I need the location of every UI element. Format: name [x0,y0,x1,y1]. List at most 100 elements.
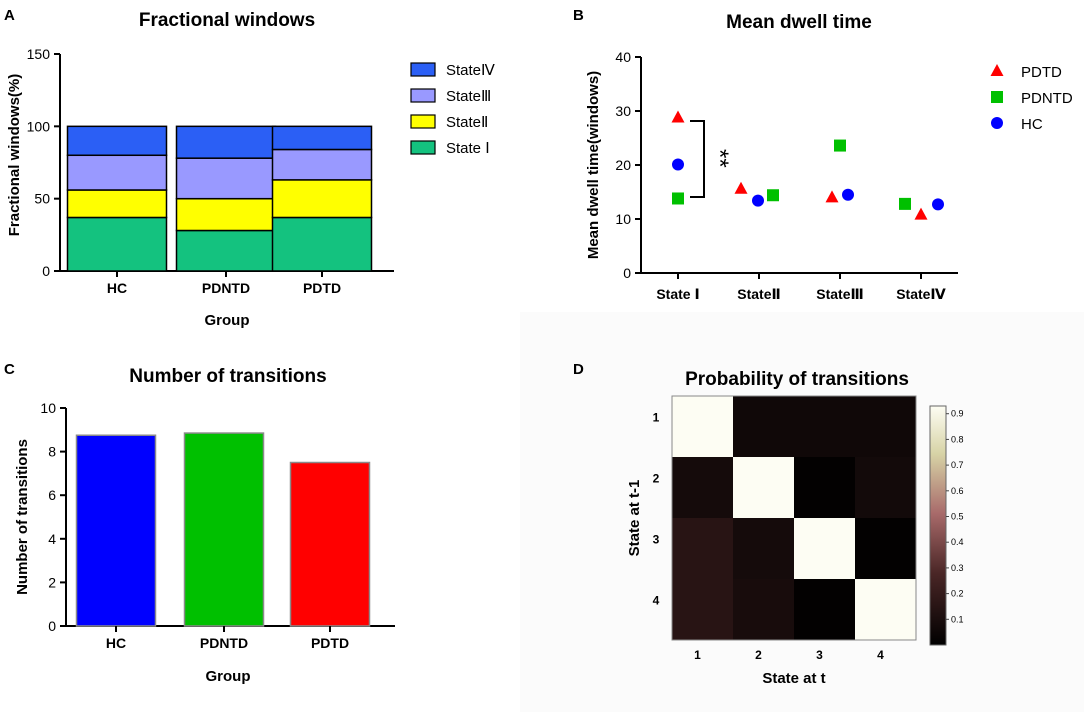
chart-c-ylabel: Number of transitions [14,439,31,595]
panel-letter-c: C [4,361,15,378]
y-tick-label: 3 [653,533,660,547]
data-point [672,158,684,171]
panel-letter-d: D [573,361,584,378]
legend-marker [991,91,1003,103]
y-tick-label: 4 [48,531,56,547]
data-point [834,139,846,152]
heatmap-cell [794,457,856,519]
chart-b-ylabel: Mean dwell time(windows) [585,71,602,259]
chart-a-title: Fractional windows [139,10,315,31]
significance-bracket [690,120,705,198]
y-tick-label: 0 [48,618,56,634]
heatmap-frame [671,395,917,641]
colorbar-tick-label: 0.7 [951,460,964,470]
y-tick-label: 2 [48,574,56,590]
colorbar-tick-label: 0.6 [951,486,964,496]
x-tick-label: StateⅡ [737,286,780,302]
x-tick-label: HC [107,280,127,296]
chart-c-title: Number of transitions [129,366,326,387]
bar [289,461,371,627]
x-tick-label: PDTD [311,635,349,651]
legend-marker [991,117,1003,129]
legend-label: HC [1021,116,1043,133]
colorbar-tick-label: 0.2 [951,589,964,599]
y-tick-label: 0 [42,263,50,279]
data-point [825,190,839,203]
legend-label: StateⅡ [446,114,488,131]
stacked-bar-segment [271,216,373,272]
panel-letter-b: B [573,7,584,24]
legend-label: State Ⅰ [446,140,490,157]
x-tick-label: 2 [755,648,762,662]
legend-label: PDNTD [1021,90,1073,107]
x-tick-label: PDNTD [200,635,248,651]
heatmap-cell [672,396,734,458]
x-tick-label: 3 [816,648,823,662]
chart-mean-dwell-time: Mean dwell time Mean dwell time(windows)… [585,12,1073,302]
stacked-bar-segment [66,189,168,219]
data-point [734,181,748,194]
heatmap-cell [794,518,856,580]
colorbar-tick-label: 0.1 [951,614,964,624]
legend-marker [990,64,1004,76]
y-tick-label: 50 [34,191,50,207]
y-tick-label: 1 [653,411,660,425]
panel-letter-a: A [4,7,15,24]
heatmap-cell [855,579,917,641]
legend-swatch [410,114,436,129]
data-point [932,198,944,211]
y-tick-label: 4 [653,594,660,608]
colorbar-tick-label: 0.9 [951,409,964,419]
legend-swatch [410,88,436,103]
chart-number-of-transitions: Number of transitions Number of transiti… [14,366,395,685]
colorbar-tick-label: 0.3 [951,563,964,573]
chart-d-xlabel: State at t [762,670,825,687]
heatmap-cell [733,579,795,641]
y-tick-label: 6 [48,487,56,503]
heatmap-cell [855,457,917,519]
stacked-bar-segment [175,197,277,232]
chart-probability-of-transitions: Probability of transitions State at t-1 … [626,369,964,687]
heatmap-cell [733,457,795,519]
bar [183,432,265,627]
chart-c-xlabel: Group [206,668,251,685]
x-tick-label: 4 [877,648,884,662]
y-tick-label: 40 [615,49,631,65]
stacked-bar-segment [271,125,373,151]
colorbar-tick-label: 0.4 [951,537,964,547]
y-tick-label: 20 [615,157,631,173]
data-point [671,110,685,123]
heatmap-cell [794,396,856,458]
heatmap-cell [733,518,795,580]
legend-label: StateⅣ [446,62,495,79]
heatmap-cell [794,579,856,641]
legend-swatch [410,140,436,155]
chart-fractional-windows: Fractional windows Fractional windows(%)… [6,10,495,329]
data-point [767,189,779,202]
x-tick-label: 1 [694,648,701,662]
stacked-bar-segment [271,148,373,181]
chart-a-xlabel: Group [205,312,250,329]
x-tick-label: StateⅣ [896,286,946,302]
x-tick-label: PDTD [303,280,341,296]
legend-label: PDTD [1021,64,1062,81]
stacked-bar-segment [175,157,277,200]
x-tick-label: HC [106,635,126,651]
chart-a-ylabel: Fractional windows(%) [6,74,23,237]
legend-swatch [410,62,436,77]
x-tick-label: StateⅢ [816,286,863,302]
x-tick-label: PDNTD [202,280,250,296]
colorbar-tick-label: 0.5 [951,512,964,522]
stacked-bar-segment [175,125,277,159]
chart-d-ylabel: State at t-1 [626,480,643,557]
stacked-bar-segment [66,125,168,157]
y-tick-label: 8 [48,444,56,460]
colorbar-tick-label: 0.8 [951,434,964,444]
chart-b-title: Mean dwell time [726,12,872,33]
stacked-bar-segment [175,229,277,272]
data-point [899,197,911,210]
data-point [752,194,764,207]
y-tick-label: 100 [27,118,51,134]
significance-annotation: ** [706,149,733,168]
y-tick-label: 2 [653,472,660,486]
